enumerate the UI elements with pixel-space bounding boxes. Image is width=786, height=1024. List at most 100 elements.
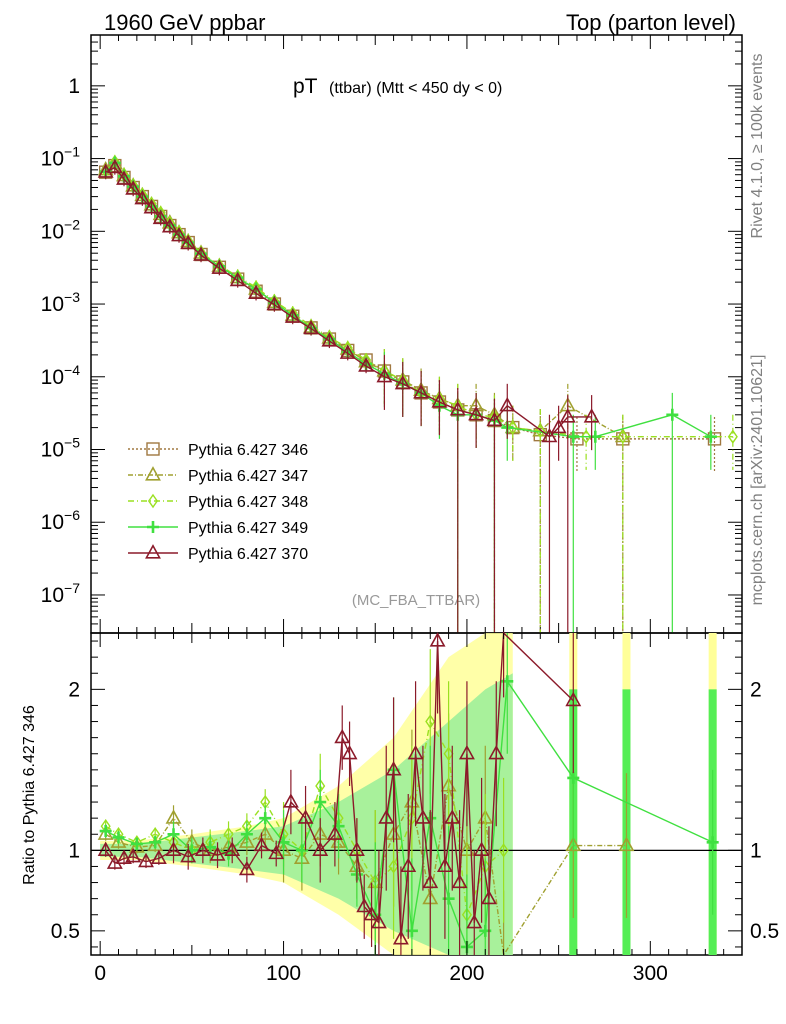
rivet-label: Rivet 4.1.0, ≥ 100k events: [749, 54, 766, 239]
ratio-point: [425, 714, 436, 729]
y-tick-label-exponent: −5: [64, 435, 80, 451]
ratio-point: [165, 841, 182, 856]
ratio-point: [498, 843, 509, 858]
data-point: [161, 218, 178, 233]
ratio-point: [253, 836, 270, 852]
ratio-point: [312, 841, 329, 856]
ratio-point: [149, 836, 162, 849]
ratio-point: [112, 831, 125, 844]
ratio-y-tick-label: 2: [68, 678, 80, 701]
data-point: [583, 408, 600, 423]
data-point: [321, 332, 338, 347]
data-point: [248, 284, 264, 300]
ratio-point: [224, 841, 241, 856]
ratio-point: [128, 838, 145, 853]
legend-marker: [145, 466, 161, 481]
ratio-point: [466, 913, 483, 929]
site-label: mcplots.cern.ch [arXiv:2401.10621]: [749, 355, 766, 606]
ratio-point: [567, 771, 580, 784]
data-point: [143, 199, 160, 214]
ratio-point: [99, 825, 112, 838]
ratio-point: [356, 897, 373, 913]
main-plot-frame: [90, 34, 743, 634]
legend-marker: [146, 442, 160, 456]
y-tick-label: 10−7: [41, 580, 81, 607]
data-point: [125, 180, 142, 195]
ratio-point: [414, 809, 431, 824]
ratio-point: [259, 812, 272, 825]
header-right: Top (parton level): [566, 10, 736, 35]
ratio-point: [341, 744, 358, 760]
y-tick-label-base: 10: [41, 511, 64, 534]
ratio-point: [150, 849, 167, 865]
data-point: [581, 429, 592, 444]
ratio-point: [480, 889, 497, 905]
x-tick-label: 100: [266, 962, 301, 985]
plot-title-main: pT: [293, 75, 318, 98]
y-tick-label: 10−3: [41, 289, 81, 316]
data-point: [106, 158, 123, 174]
data-point: [535, 423, 546, 439]
data-point: [266, 295, 283, 311]
ratio-point: [422, 873, 439, 889]
y-tick-label: 10−6: [41, 507, 81, 534]
ratio-point: [444, 809, 461, 824]
legend-label: Pythia 6.427 348: [188, 494, 308, 511]
data-point: [704, 430, 717, 443]
ratio-point: [378, 809, 395, 824]
ratio-y-axis-label: Ratio to Pythia 6.427 346: [21, 705, 38, 885]
ratio-point: [407, 744, 424, 760]
ratio-point: [130, 837, 143, 850]
data-point: [486, 411, 503, 427]
data-point: [211, 259, 228, 274]
legend-marker: [147, 521, 159, 533]
ratio-point: [565, 691, 582, 707]
header-left: 1960 GeV ppbar: [104, 10, 265, 35]
data-point: [394, 374, 411, 390]
ratio-line: [105, 631, 574, 939]
data-point: [152, 209, 169, 225]
main-plot-panel: pT (ttbar) (Mtt < 450 dy < 0) (MC_FBA_TT…: [41, 34, 743, 634]
x-tick-label: 300: [633, 962, 668, 985]
data-point: [376, 367, 393, 383]
ratio-point: [194, 841, 211, 856]
data-point: [550, 418, 567, 434]
y-tick-label-base: 10: [41, 220, 64, 243]
ratio-point: [458, 744, 475, 760]
data-point: [180, 234, 197, 250]
analysis-tag: (MC_FBA_TTBAR): [352, 592, 480, 609]
data-point: [666, 408, 679, 421]
x-tick-label: 200: [449, 962, 484, 985]
data-point: [449, 401, 466, 416]
y-tick-label-base: 10: [41, 366, 64, 389]
ratio-plot-panel: 0 100 200 300 0.5 0.5 1 1 2 2 Ratio to Pythia 6.4…: [21, 631, 779, 985]
y-tick-label-base: 10: [41, 584, 64, 607]
ratio-y-tick-label-right: 1: [750, 839, 762, 862]
legend-marker: [145, 544, 161, 559]
ratio-y-tick-label: 0.5: [51, 920, 80, 943]
data-point: [116, 170, 132, 185]
ratio-point: [326, 825, 343, 840]
uncertainty-band: [100, 673, 513, 955]
data-point: [134, 189, 151, 205]
ratio-y-tick-label: 1: [68, 839, 80, 862]
ratio-point: [436, 857, 453, 873]
data-point: [284, 308, 301, 323]
ratio-point: [392, 930, 409, 945]
ratio-point: [282, 793, 299, 808]
ratio-point: [618, 836, 635, 852]
data-point: [358, 357, 375, 372]
ratio-point: [180, 847, 197, 863]
x-tick-label: 0: [94, 962, 106, 985]
data-point: [541, 427, 558, 443]
data-point: [499, 396, 516, 412]
y-tick-label-exponent: −1: [64, 144, 80, 160]
ratio-point: [363, 905, 380, 921]
y-tick-label: 10−2: [41, 216, 81, 243]
y-tick-label-exponent: −7: [64, 580, 80, 596]
ratio-point: [488, 744, 505, 760]
ratio-point: [116, 849, 132, 865]
data-point: [559, 408, 576, 423]
legend-label: Pythia 6.427 370: [188, 546, 308, 563]
data-point: [171, 226, 187, 242]
